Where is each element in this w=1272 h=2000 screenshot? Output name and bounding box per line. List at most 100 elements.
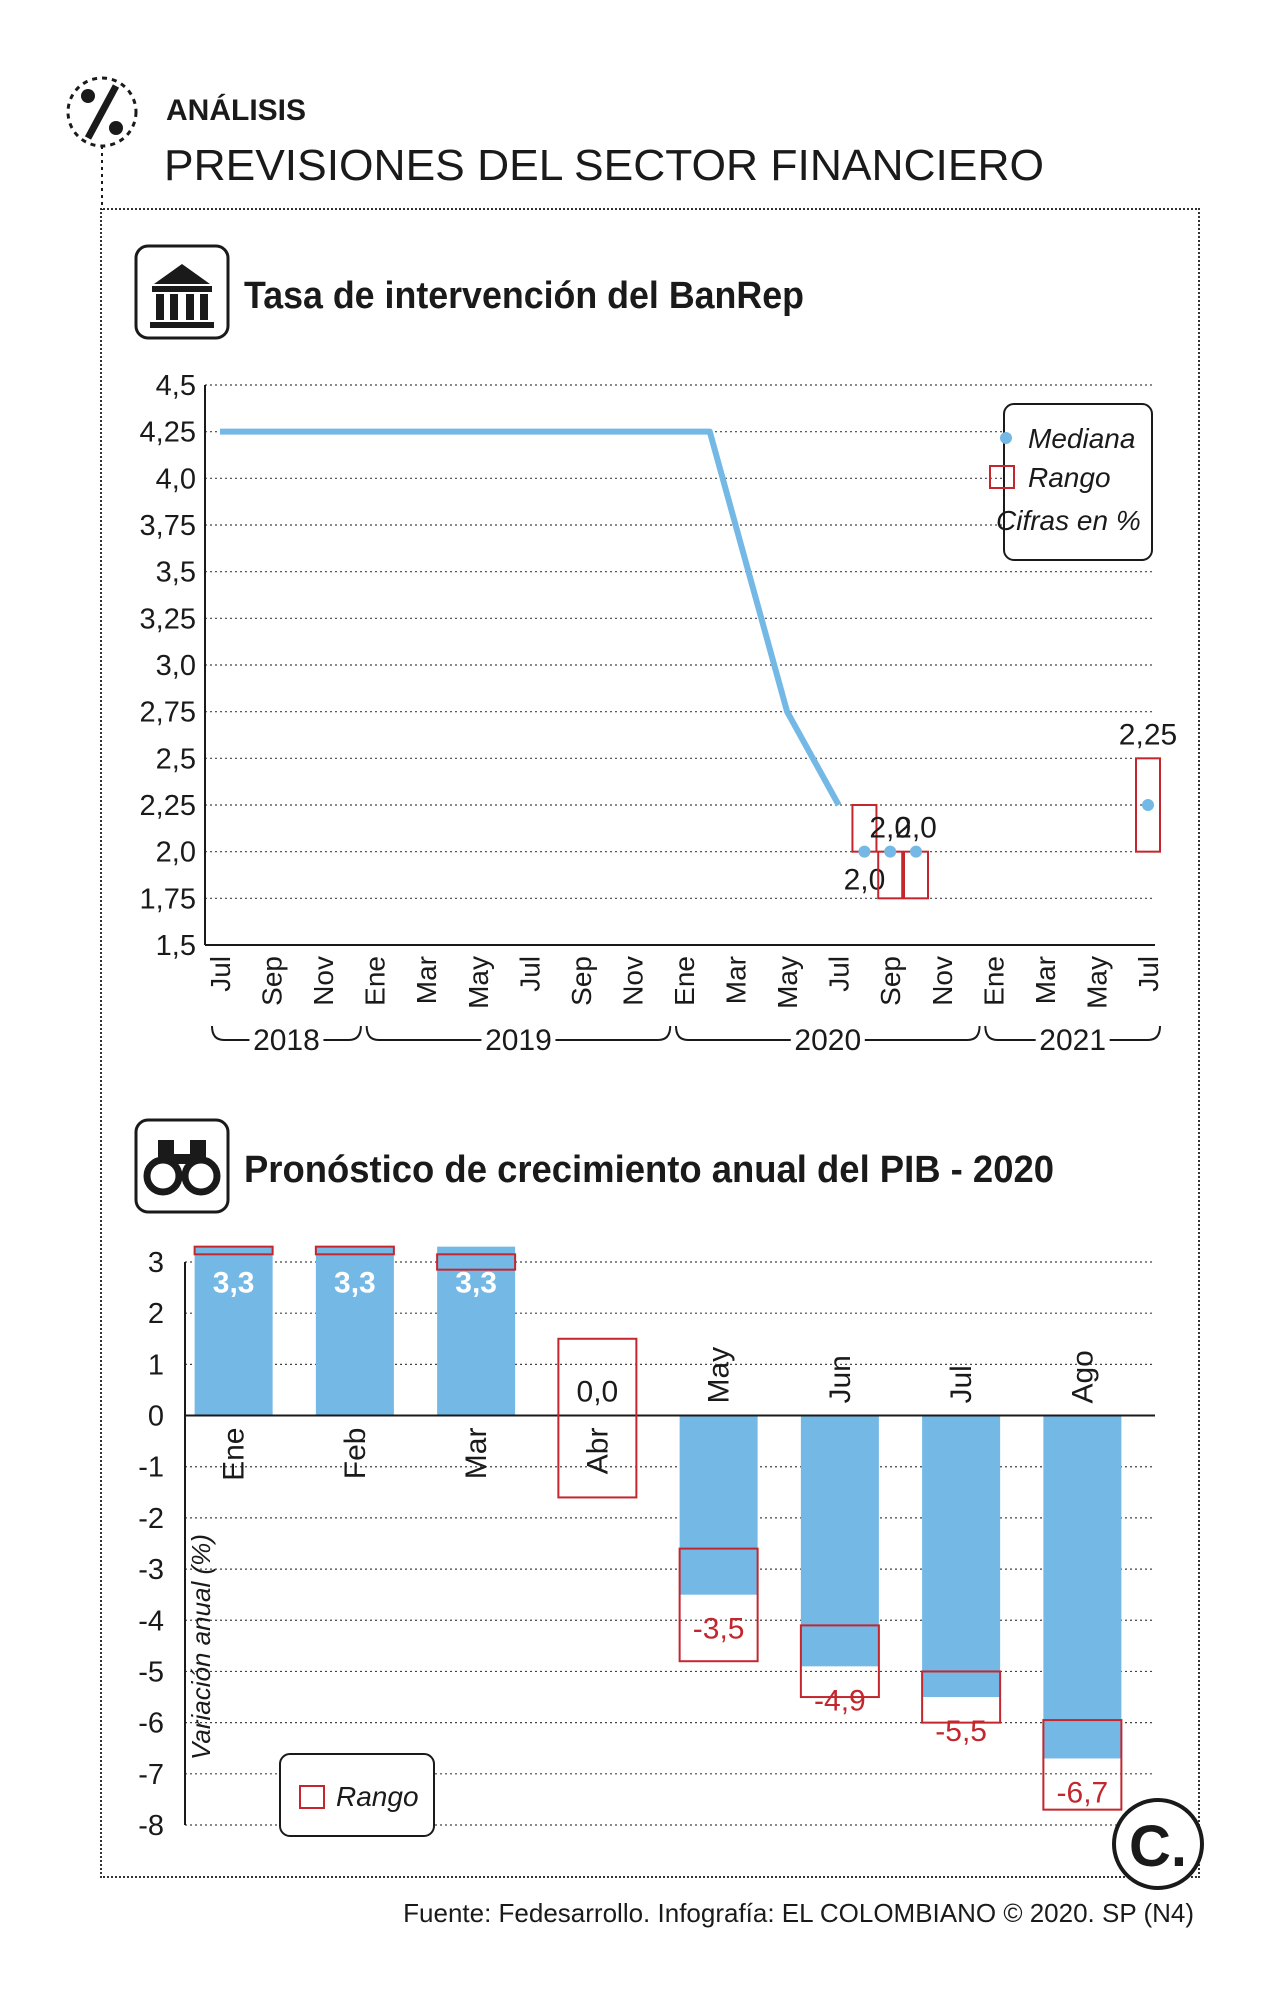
content-frame [100,208,1200,1878]
chart1-ytick-label: 2,0 [156,837,196,869]
chart1-ytick-label: 3,25 [140,603,196,635]
legend-median-dot [1000,432,1012,444]
legend2-range-label: Rango [336,1781,419,1812]
gdp-bar [194,1246,273,1416]
chart1-xtick-label: Ene [978,956,1009,1006]
gdp-range-box [314,1245,395,1256]
chart2-ylabel: Variación anual (%) [186,1534,216,1760]
chart1-ytick-label: 4,5 [156,370,196,402]
chart2-ytick-label: -7 [138,1759,164,1791]
chart1-title: Tasa de intervención del BanRep [244,275,804,317]
gdp-value-label: 3,3 [213,1267,255,1300]
chart1-xtick-label: Nov [617,956,648,1006]
year-bracket-right [555,1025,672,1041]
chart1-icon-box [134,244,230,340]
forecast-median-dot [1142,799,1154,811]
chart2-title: Pronóstico de crecimiento anual del PIB … [244,1149,1054,1191]
chart1-ytick-label: 3,0 [156,650,196,682]
chart1-xtick-label: Mar [721,956,752,1004]
gdp-range-box [557,1337,638,1499]
gdp-value-label: 3,3 [455,1267,497,1300]
forecast-range-box [903,850,929,900]
chart2-ytick-label: 2 [148,1298,164,1330]
el-colombiano-logo: C. [1112,1798,1204,1890]
forecast-value-label: 2,25 [1119,718,1177,751]
chart1-xtick-label: Ene [669,956,700,1006]
chart1-ytick-label: 4,25 [140,417,196,449]
gdp-value-label: -5,5 [935,1715,987,1748]
percent-icon [81,84,123,140]
gdp-value-label: 3,3 [334,1267,376,1300]
gdp-range-box [921,1670,1002,1724]
chart1-ytick-label: 3,5 [156,557,196,589]
chart1-xtick-label: Nov [927,956,958,1006]
gdp-category-label: May [703,1347,736,1404]
year-bracket-left [984,1025,1036,1041]
header-kicker: ANÁLISIS [166,93,306,127]
chart1-xtick-label: May [772,956,803,1009]
gdp-bar [1043,1415,1122,1759]
chart1-xtick-label: Jul [205,956,236,992]
percent-badge [66,76,138,210]
chart2-legend: Rango [279,1753,435,1837]
forecast-range-box [1135,757,1161,853]
chart1-xtick-label: Sep [566,956,597,1006]
year-bracket-left [365,1025,482,1041]
chart1-xtick-label: Jul [824,956,855,992]
chart2-ytick-label: 0 [148,1401,164,1433]
forecast-value-label: 2,0 [869,812,911,845]
chart2-ytick-label: 1 [148,1349,164,1381]
chart1-ytick-label: 1,5 [156,930,196,962]
chart1-xtick-label: Sep [875,956,906,1006]
legend-range-label: Rango [1028,462,1111,493]
gdp-value-label: -3,5 [693,1613,745,1646]
gdp-bar [315,1246,394,1416]
chart1-ytick-label: 3,75 [140,510,196,542]
chart1-xtick-label: Jul [514,956,545,992]
year-label: 2020 [794,1024,861,1057]
chart1-legend: Mediana Rango Cifras en % [989,403,1153,561]
chart1-xtick-label: May [1081,956,1112,1009]
gdp-category-label: Abr [581,1428,614,1475]
year-label: 2019 [485,1024,552,1057]
chart1-xtick-label: Mar [411,956,442,1004]
legend-note: Cifras en % [996,505,1141,536]
footer-source: Fuente: Fedesarrollo. Infografía: EL COL… [403,1898,1194,1928]
gdp-value-label: -4,9 [814,1684,866,1717]
chart2-ytick-label: -1 [138,1452,164,1484]
chart1-xtick-label: Jul [1133,956,1164,992]
chart2-ytick-label: -2 [138,1503,164,1535]
gdp-category-label: Feb [339,1428,372,1480]
gdp-category-label: Jun [824,1355,857,1403]
chart1-xtick-label: Nov [308,956,339,1006]
forecast-median-dot [858,845,871,858]
gdp-range-box [678,1547,759,1663]
gdp-category-label: Ene [218,1428,251,1481]
gdp-bar [800,1415,879,1667]
gdp-value-label: -6,7 [1057,1776,1109,1809]
page-title: PREVISIONES DEL SECTOR FINANCIERO [164,141,1044,190]
year-bracket-right [1109,1025,1161,1041]
chart1-xtick-label: May [463,956,494,1009]
year-bracket-right [864,1025,981,1041]
legend2-range-box [299,1785,325,1809]
legend-median-label: Mediana [1028,423,1135,454]
gdp-range-box [1042,1719,1123,1811]
gdp-range-box [799,1624,880,1699]
year-bracket-right [323,1025,362,1041]
year-label: 2018 [253,1024,320,1057]
gdp-category-label: Ago [1066,1350,1099,1403]
year-bracket-left [675,1025,791,1041]
chart1-ytick-label: 2,25 [140,790,196,822]
gdp-chart: 3 2 1 0 -1 -2 -3 -4 -5 -6 -7 -8 3,3 Ene 3,3 Feb 3,3 Mar 0,… [138,1245,1155,1842]
rate-series-line [220,428,842,807]
chart1-xtick-label: Ene [360,956,391,1006]
chart1-ytick-label: 2,75 [140,697,196,729]
chart2-ytick-label: -6 [138,1708,164,1740]
chart2-ytick-label: -4 [138,1605,164,1637]
chart1-ytick-label: 4,0 [156,463,196,495]
chart2-ytick-label: 3 [148,1247,164,1279]
chart2-ytick-label: -8 [138,1810,164,1842]
gdp-bar [922,1415,1001,1698]
